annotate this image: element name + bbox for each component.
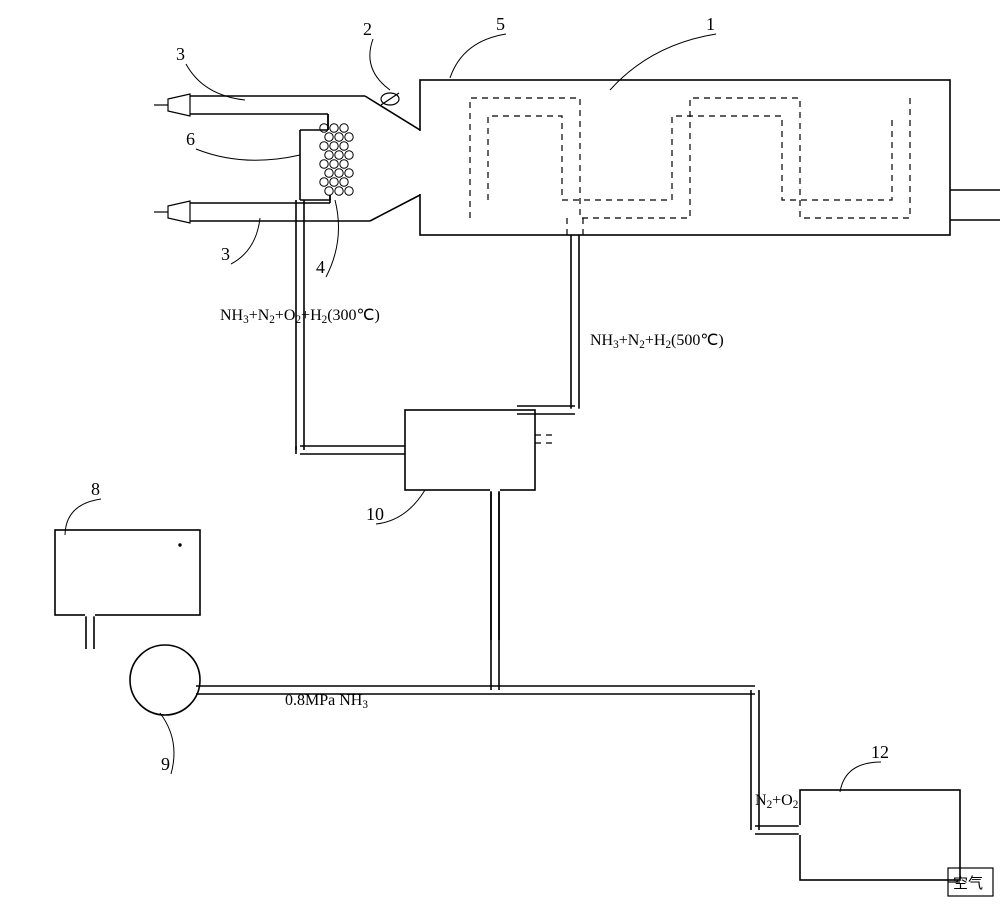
leader-n1 — [610, 34, 716, 90]
leader-n3b — [231, 218, 260, 264]
block-10 — [405, 410, 535, 490]
leader-n3a — [186, 64, 245, 100]
block-8 — [55, 530, 200, 615]
block-12 — [800, 790, 960, 880]
annot-n2o2: N2+O2 — [755, 792, 798, 811]
annot-air: 空气 — [953, 875, 983, 892]
leader-n12 — [840, 762, 881, 792]
label-n3a: 3 — [176, 44, 185, 64]
label-n4: 4 — [316, 257, 325, 277]
leader-n2 — [370, 39, 390, 90]
leader-n4 — [326, 200, 339, 277]
main-chamber — [420, 80, 950, 235]
annot-right-stream: NH3+N2+H2(500℃) — [590, 332, 724, 351]
leader-n5 — [450, 34, 506, 78]
label-n1: 1 — [706, 14, 715, 34]
pump-9 — [130, 645, 200, 715]
annot-left-stream: NH3+N2+O2+H2(300℃) — [220, 307, 380, 326]
label-n2: 2 — [363, 19, 372, 39]
annot-nh3: 0.8MPa NH3 — [285, 692, 368, 711]
label-n9: 9 — [161, 754, 170, 774]
label-n6: 6 — [186, 129, 195, 149]
label-n3b: 3 — [221, 244, 230, 264]
label-n10: 10 — [366, 504, 384, 524]
label-n5: 5 — [496, 14, 505, 34]
label-n8: 8 — [91, 479, 100, 499]
label-n12: 12 — [871, 742, 889, 762]
leader-n6 — [196, 149, 300, 160]
